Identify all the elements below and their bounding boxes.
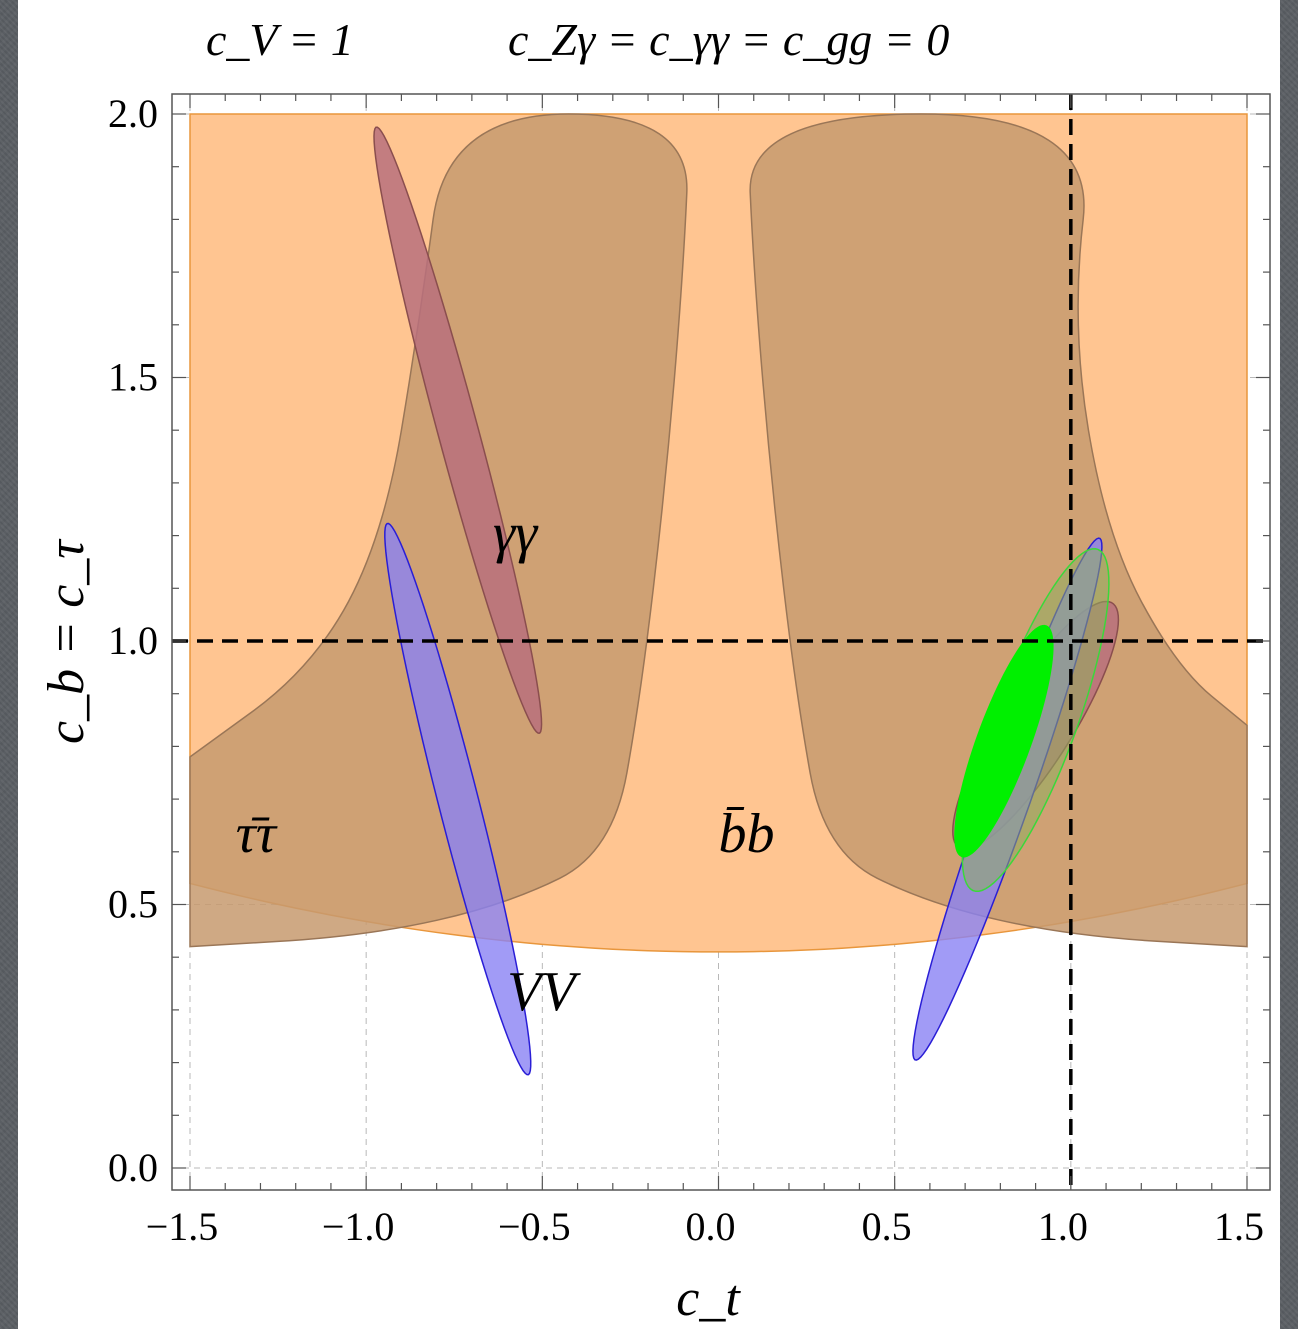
x-axis-label: c_t xyxy=(676,1270,741,1327)
region-label: VV xyxy=(507,961,581,1023)
contour-plot: −1.5 −1.0 −0.5 0.0 0.5 1.0 1.50.00.51.01.52.0 … xyxy=(38,14,1271,1327)
gammagamma-region-1 xyxy=(373,126,543,734)
vv-region-1 xyxy=(384,522,532,1076)
header-condition-left: c_V = 1 xyxy=(206,14,354,65)
x-tick-label: 0.5 xyxy=(862,1204,912,1249)
y-tick-label: 0.5 xyxy=(108,882,158,927)
x-tick-label: 1.5 xyxy=(1214,1204,1264,1249)
region-label: γγ xyxy=(493,502,539,564)
header-condition-right: c_Zγ = c_γγ = c_gg = 0 xyxy=(508,14,949,65)
plot-border xyxy=(171,93,1271,1191)
y-tick-label: 2.0 xyxy=(108,91,158,136)
labels: c_V = 1 c_Zγ = c_γγ = c_gg = 0 c_t c_b =… xyxy=(38,14,949,1327)
chart-figure: −1.5 −1.0 −0.5 0.0 0.5 1.0 1.5 0.0 0.5 1.0 1.5 2.0 … xyxy=(18,0,1280,1329)
region-label: τ̄τ xyxy=(236,803,278,865)
region-label: b̄b xyxy=(719,803,775,865)
y-axis-label: c_b = c_τ xyxy=(38,538,95,744)
combined-68-region xyxy=(954,624,1054,858)
axis-ticks: −1.5 −1.0 −0.5 0.0 0.5 1.0 1.5 0.0 0.5 1.0 1.5 2.0 xyxy=(108,91,1270,1249)
y-tick-label: 1.0 xyxy=(108,618,158,663)
x-tick-label: −1.0 xyxy=(322,1204,395,1249)
y-tick-label: 0.0 xyxy=(108,1145,158,1190)
x-tick-label: −1.5 xyxy=(146,1204,219,1249)
x-tick-label: −0.5 xyxy=(498,1204,571,1249)
plot-frame xyxy=(171,93,1271,1191)
y-tick-label: 1.5 xyxy=(108,355,158,400)
regions xyxy=(172,94,1270,1190)
x-tick-label: 1.0 xyxy=(1038,1204,1088,1249)
x-tick-label: 0.0 xyxy=(686,1204,736,1249)
